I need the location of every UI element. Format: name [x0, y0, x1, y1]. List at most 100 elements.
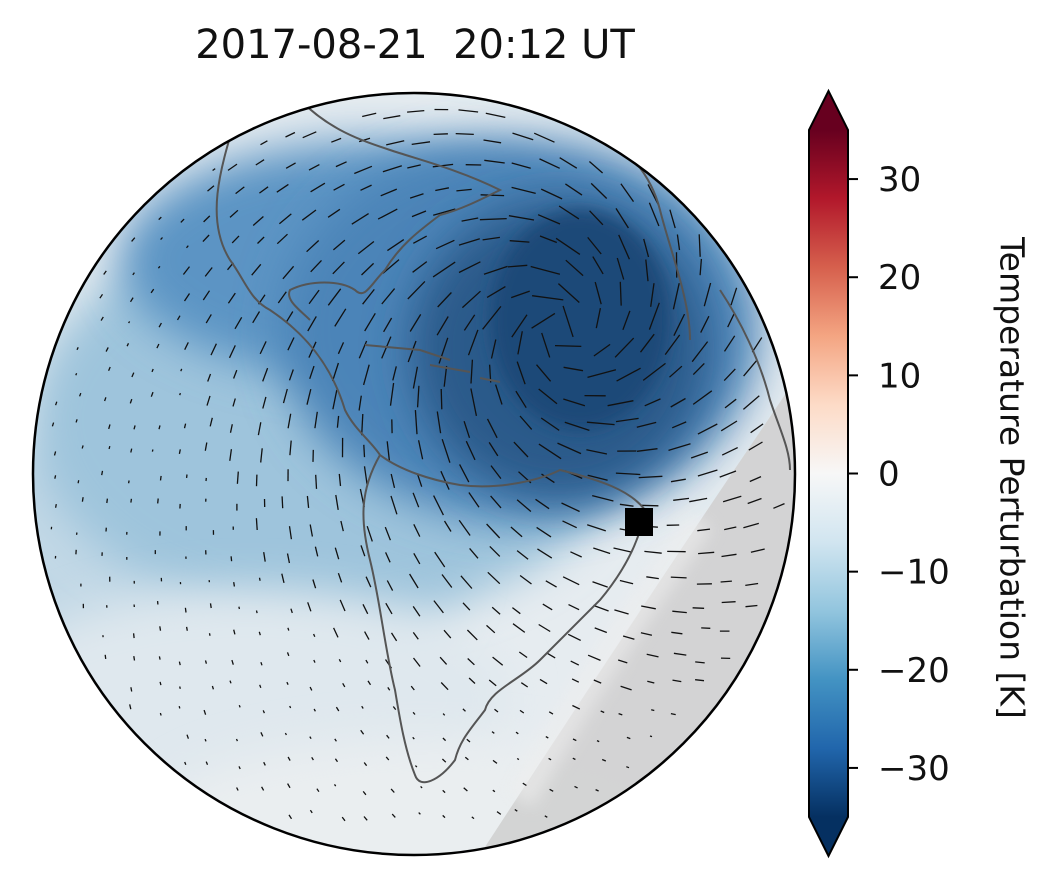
wind-vector: [670, 478, 686, 483]
wind-vector: [664, 334, 681, 355]
wind-vector: [514, 808, 518, 812]
wind-vector: [412, 235, 428, 244]
wind-vector: [618, 234, 630, 260]
wind-vector: [483, 139, 502, 144]
wind-vector: [383, 115, 401, 120]
wind-vector: [103, 397, 107, 402]
wind-vector: [572, 704, 581, 710]
wind-vector: [286, 681, 289, 685]
wind-vector: [229, 680, 232, 684]
wind-vector: [338, 658, 342, 663]
wind-vector: [289, 705, 292, 709]
wind-vector: [205, 314, 212, 324]
wind-vector: [723, 335, 736, 352]
wind-vector: [517, 331, 523, 355]
wind-vector: [327, 208, 341, 218]
wind-vector: [233, 629, 236, 635]
wind-vector: [442, 737, 447, 742]
wind-vector: [361, 705, 364, 709]
wind-vector: [286, 652, 290, 657]
wind-vector: [362, 604, 369, 615]
colorbar-gradient: [809, 130, 848, 817]
wind-vector: [179, 686, 181, 689]
wind-vector: [313, 708, 316, 712]
wind-vector: [263, 761, 266, 766]
wind-vector: [469, 547, 479, 559]
wind-vector: [750, 548, 765, 553]
wind-vector: [565, 183, 583, 196]
wind-vector: [306, 388, 312, 405]
wind-vector: [357, 240, 375, 255]
wind-vector: [365, 659, 369, 664]
wind-vector: [636, 448, 658, 452]
wind-vector: [386, 441, 391, 461]
wind-vector: [77, 480, 80, 484]
wind-vector: [697, 423, 718, 435]
wind-vector: [386, 580, 394, 591]
wind-vector: [461, 290, 481, 309]
wind-vector: [362, 288, 375, 305]
wind-vector: [587, 474, 608, 481]
wind-vector: [494, 708, 499, 713]
wind-vectors: [50, 108, 785, 822]
wind-vector: [482, 305, 502, 330]
wind-vector: [672, 679, 682, 683]
wind-vector: [645, 259, 649, 282]
wind-vector: [442, 789, 446, 794]
wind-vector: [184, 342, 189, 350]
wind-vector: [438, 337, 449, 364]
wind-vector: [486, 624, 496, 634]
wind-vector: [178, 706, 181, 709]
wind-vector: [126, 343, 130, 347]
wind-vector: [440, 682, 449, 691]
wind-vector: [541, 332, 551, 358]
wind-vector: [258, 577, 261, 581]
wind-vector: [418, 812, 421, 815]
wind-vector: [159, 475, 162, 481]
wind-vector: [284, 732, 287, 736]
wind-vector: [204, 660, 208, 664]
wind-vector: [670, 397, 686, 408]
wind-vector: [699, 258, 703, 276]
wind-vector: [458, 238, 480, 246]
wind-vector: [287, 337, 295, 351]
wind-vector: [409, 193, 424, 199]
wind-vector: [202, 234, 210, 243]
wind-vector: [443, 629, 452, 639]
wind-vector: [351, 213, 369, 225]
wind-vector: [314, 411, 318, 429]
wind-vector: [460, 575, 473, 589]
wind-vector: [238, 766, 241, 770]
wind-vector: [436, 316, 449, 336]
wind-vector: [727, 313, 735, 328]
wind-vector: [538, 443, 562, 460]
coastline-caribbean: [364, 344, 501, 383]
wind-vector: [307, 602, 312, 612]
wind-vector: [392, 706, 397, 710]
wind-vector: [159, 626, 162, 631]
wind-vector: [281, 573, 285, 584]
plot-title: 2017-08-21 20:12 UT: [195, 22, 635, 68]
wind-vector: [385, 602, 393, 615]
wind-vector: [522, 782, 527, 787]
wind-vector: [720, 420, 738, 432]
wind-vector: [439, 656, 448, 665]
wind-vector: [692, 607, 705, 609]
wind-vector: [312, 579, 317, 589]
wind-vector: [483, 265, 508, 275]
wind-vector: [227, 163, 238, 171]
wind-vector: [513, 441, 529, 458]
wind-vector: [235, 738, 238, 742]
wind-vector: [128, 321, 131, 324]
wind-vector: [538, 623, 551, 633]
wind-vector: [435, 239, 455, 250]
wind-vector: [492, 656, 504, 666]
wind-vector: [338, 473, 342, 487]
wind-vector: [748, 441, 763, 451]
wind-vector: [692, 390, 713, 405]
wind-vector: [203, 215, 211, 223]
wind-vector: [461, 217, 479, 222]
wind-vector: [211, 685, 215, 690]
wind-vector: [308, 289, 320, 305]
wind-vector: [212, 168, 216, 172]
